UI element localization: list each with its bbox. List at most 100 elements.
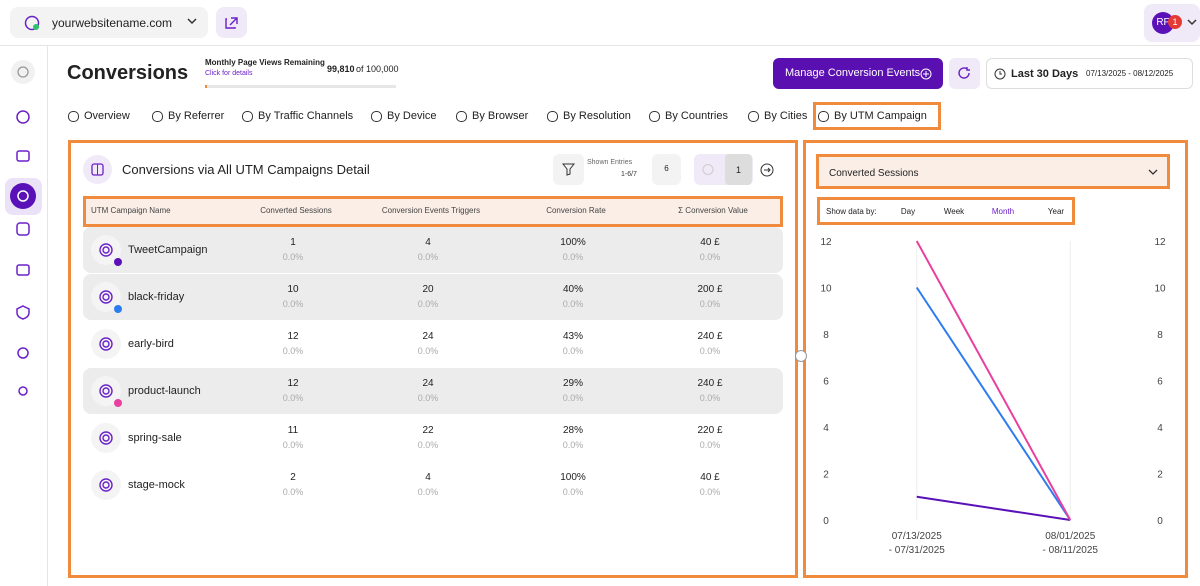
tab-icon: [68, 111, 79, 122]
badge: 1: [1168, 15, 1182, 29]
tab[interactable]: By Cities: [764, 110, 808, 122]
cell-percent: 0.0%: [282, 440, 304, 450]
row-dot: [114, 258, 122, 266]
y-tick-label: 2: [823, 470, 829, 481]
y-tick-label: 8: [823, 330, 829, 341]
row-dot: [114, 305, 122, 313]
tab[interactable]: By Resolution: [563, 110, 631, 122]
campaign-name[interactable]: black-friday: [128, 291, 185, 303]
row-icon: [91, 423, 121, 453]
cell-value: 12: [287, 378, 299, 389]
metric-select[interactable]: Converted Sessions: [816, 154, 1170, 189]
tab[interactable]: By Referrer: [168, 110, 225, 122]
x-tick-label: 07/13/2025: [892, 531, 942, 542]
cell-percent: 0.0%: [282, 299, 304, 309]
cell-value: 2: [290, 472, 296, 483]
y2-tick-label: 2: [1157, 470, 1163, 481]
y2-tick-label: 12: [1154, 237, 1166, 248]
x-tick-label: - 08/11/2025: [1043, 545, 1099, 556]
quota-total: of 100,000: [356, 64, 399, 74]
tab[interactable]: By Traffic Channels: [258, 110, 354, 122]
cell-value: 4: [425, 237, 431, 248]
cell-percent: 0.0%: [417, 440, 439, 450]
table-header: UTM Campaign Name Converted Sessions Conve…: [83, 196, 783, 227]
campaign-name[interactable]: spring-sale: [128, 432, 182, 444]
cell-value: 240 £: [697, 378, 723, 389]
site-selector[interactable]: [10, 7, 208, 38]
cell-percent: 0.0%: [699, 252, 721, 262]
cell-percent: 0.0%: [562, 252, 584, 262]
range-dates: 07/13/2025 - 08/12/2025: [1086, 69, 1174, 78]
column-header[interactable]: Σ Conversion Value: [678, 206, 748, 215]
quota-used: 99,810: [327, 64, 355, 74]
y2-tick-label: 6: [1157, 377, 1163, 388]
tab[interactable]: By Device: [387, 110, 437, 122]
cell-percent: 0.0%: [699, 346, 721, 356]
column-header[interactable]: UTM Campaign Name: [91, 206, 171, 215]
current-page[interactable]: 1: [725, 154, 752, 185]
row-highlight: [83, 227, 783, 273]
y2-tick-label: 10: [1154, 284, 1166, 295]
cell-percent: 0.0%: [282, 346, 304, 356]
period-option[interactable]: Month: [991, 207, 1015, 216]
tab[interactable]: By UTM Campaign: [834, 110, 927, 122]
refresh-button[interactable]: [949, 58, 980, 89]
campaign-name[interactable]: early-bird: [128, 338, 174, 350]
period-option[interactable]: Year: [1047, 207, 1065, 216]
quota-link[interactable]: Click for details: [205, 70, 253, 77]
external-link-button[interactable]: [216, 7, 247, 38]
table-title: Conversions via All UTM Campaigns Detail: [122, 162, 370, 177]
row-dot: [114, 399, 122, 407]
panel-icon: [83, 155, 112, 184]
y-tick-label: 12: [820, 237, 832, 248]
period-label: Show data by:: [826, 207, 877, 216]
y-tick-label: 6: [823, 377, 829, 388]
campaign-name[interactable]: product-launch: [128, 385, 201, 397]
row-highlight: [83, 368, 783, 414]
cell-value: 40 £: [700, 237, 720, 248]
tab[interactable]: By Browser: [472, 110, 529, 122]
divider: [47, 46, 48, 586]
next-page[interactable]: [759, 162, 775, 178]
page-title: Conversions: [67, 62, 189, 84]
tab-icon: [456, 111, 467, 122]
period-option[interactable]: Week: [943, 207, 965, 216]
cell-value: 24: [422, 331, 434, 342]
campaign-name[interactable]: stage-mock: [128, 479, 185, 491]
tab-icon: [547, 111, 558, 122]
cell-value: 10: [287, 284, 299, 295]
splitter[interactable]: [795, 350, 807, 362]
period-option[interactable]: Day: [900, 207, 916, 216]
chevron: [187, 18, 197, 25]
column-header[interactable]: Conversion Events Triggers: [381, 206, 481, 215]
cell-value: 4: [425, 472, 431, 483]
tab-icon: [242, 111, 253, 122]
cell-value: 24: [422, 378, 434, 389]
cell-percent: 0.0%: [562, 346, 584, 356]
line-chart: 0 2 4 6 8 10 12 0 2 4 6 8 10 12 07/13/2025 - 07/31/2025…: [820, 237, 1166, 556]
tab[interactable]: Overview: [84, 110, 130, 122]
manage-button[interactable]: Manage Conversion Events: [773, 58, 943, 89]
quota-bar: [205, 85, 396, 88]
x-tick-label: - 07/31/2025: [889, 545, 946, 556]
x-tick-label: 08/01/2025: [1045, 531, 1095, 542]
column-header[interactable]: Conversion Rate: [546, 206, 606, 215]
y2-tick-label: 0: [1157, 516, 1163, 527]
cell-value: 43%: [562, 331, 583, 342]
tab-icon: [152, 111, 163, 122]
page-size[interactable]: 6: [652, 154, 681, 185]
campaign-name[interactable]: TweetCampaign: [128, 244, 208, 256]
column-header[interactable]: Converted Sessions: [260, 206, 332, 215]
cell-percent: 0.0%: [562, 393, 584, 403]
y-tick-label: 0: [823, 516, 829, 527]
date-range[interactable]: [986, 58, 1193, 89]
cell-value: 40%: [562, 284, 583, 295]
cell-percent: 0.0%: [417, 252, 439, 262]
filter-button[interactable]: [553, 154, 584, 185]
entries-label: Shown Entries: [587, 159, 633, 166]
row-icon: [91, 470, 121, 500]
cell-value: 240 £: [697, 331, 723, 342]
tab[interactable]: By Countries: [665, 110, 728, 122]
cell-percent: 0.0%: [282, 252, 304, 262]
cell-value: 40 £: [700, 472, 720, 483]
